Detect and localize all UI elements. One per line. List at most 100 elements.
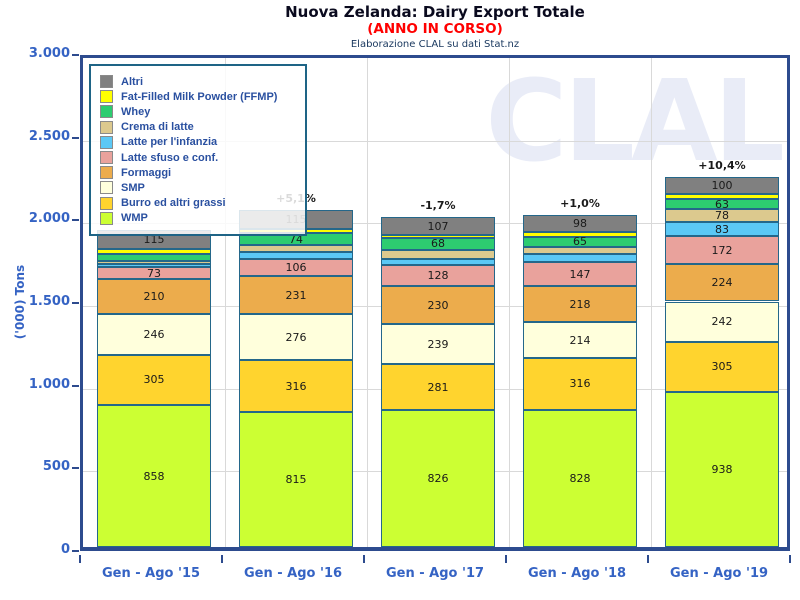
y-tick-label: 2.000 (28, 211, 70, 227)
segment-value-label: 276 (285, 330, 307, 344)
legend-label: Latte sfuso e conf. (121, 151, 219, 164)
bar-segment: 316 (239, 360, 353, 413)
x-tick-mark (79, 555, 81, 563)
legend-item: Crema di latte (100, 120, 296, 135)
legend-label: Altri (121, 75, 143, 88)
x-axis-label: Gen - Ago '18 (527, 566, 627, 581)
segment-value-label: 242 (711, 315, 733, 328)
legend-item: Fat-Filled Milk Powder (FFMP) (100, 89, 296, 104)
legend-item: Whey (100, 104, 296, 119)
pct-change-label: +1,0% (560, 197, 600, 211)
bar-segment: 828 (523, 410, 637, 547)
y-tick-mark (72, 136, 79, 139)
segment-value-label: 815 (285, 473, 307, 487)
bar-segment: 224 (665, 264, 779, 302)
bar-segment: 73 (97, 267, 211, 280)
bar-segment: 815 (239, 412, 353, 547)
bar-segment: 98 (523, 215, 637, 232)
bar-segment: 83 (665, 222, 779, 237)
y-tick-mark (72, 467, 79, 470)
legend-swatch (100, 120, 113, 134)
y-tick-mark (72, 302, 79, 304)
x-tick-mark (789, 555, 791, 563)
bar-segment (523, 253, 637, 263)
segment-value-label: 74 (289, 232, 303, 246)
bar-segment: 276 (239, 314, 353, 361)
legend-item: SMP (100, 180, 296, 195)
bar-segment (97, 253, 211, 261)
segment-value-label: 147 (569, 267, 591, 281)
category-separator (367, 58, 368, 547)
y-tick-mark (72, 54, 79, 56)
x-tick-mark (647, 555, 649, 563)
legend-label: Whey (121, 105, 151, 118)
bar-segment (523, 231, 637, 237)
legend-label: Formaggi (121, 166, 172, 179)
bar-segment (97, 264, 211, 268)
y-tick-label: 1.500 (28, 294, 70, 309)
segment-value-label: 246 (143, 327, 165, 341)
x-tick-mark (221, 555, 223, 563)
bar-segment: 172 (665, 236, 779, 265)
bar-segment: 68 (381, 237, 495, 251)
segment-value-label: 828 (569, 472, 591, 486)
bar-segment: 63 (665, 198, 779, 211)
bar-segment: 106 (239, 258, 353, 277)
legend-item: Altri (100, 74, 296, 89)
category-separator (651, 58, 652, 547)
bar-segment: 218 (523, 286, 637, 323)
bar-segment: 210 (97, 279, 211, 315)
legend-box: Altri Fat-Filled Milk Powder (FFMP) Whey Cr… (89, 64, 307, 236)
legend-swatch (100, 211, 113, 225)
segment-value-label: 230 (427, 298, 449, 312)
legend-label: Burro ed altri grassi (121, 197, 226, 210)
bar-segment: 305 (665, 341, 779, 392)
bar-segment: 281 (381, 363, 495, 411)
segment-value-label: 128 (427, 269, 449, 283)
chart-subtitle: (ANNO IN CORSO) (367, 21, 503, 37)
bar-segment (665, 194, 779, 199)
segment-value-label: 107 (427, 219, 449, 233)
segment-value-label: 316 (285, 379, 307, 393)
legend-item: Burro ed altri grassi (100, 196, 296, 211)
legend-item: WMP (100, 211, 296, 226)
legend-item: Formaggi (100, 165, 296, 180)
bar-segment: 938 (665, 391, 779, 547)
chart-title: Nuova Zelanda: Dairy Export Totale (285, 3, 585, 21)
segment-value-label: 106 (285, 260, 307, 274)
bar-segment: 128 (381, 265, 495, 287)
segment-value-label: 210 (143, 290, 165, 304)
y-tick-mark (72, 384, 79, 387)
segment-value-label: 68 (431, 237, 445, 251)
y-tick-label: 500 (42, 459, 70, 475)
bar-segment: 65 (523, 235, 637, 249)
pct-change-label: -1,7% (420, 199, 456, 213)
legend-swatch (100, 166, 113, 180)
bar-segment: 858 (97, 405, 211, 547)
x-tick-mark (505, 555, 507, 563)
segment-value-label: 281 (427, 380, 449, 394)
bar-segment (239, 252, 353, 259)
segment-value-label: 305 (711, 360, 733, 374)
legend-label: Fat-Filled Milk Powder (FFMP) (121, 90, 278, 103)
gridline (83, 140, 787, 142)
segment-value-label: 83 (715, 222, 729, 236)
legend-label: WMP (121, 212, 148, 225)
segment-value-label: 214 (569, 333, 591, 347)
segment-value-label: 65 (573, 235, 587, 249)
segment-value-label: 858 (143, 469, 165, 483)
legend-swatch (100, 105, 113, 119)
segment-value-label: 316 (569, 377, 591, 391)
segment-value-label: 218 (569, 297, 591, 311)
legend-label: Crema di latte (121, 121, 194, 134)
legend-label: SMP (121, 181, 145, 194)
bar-segment (381, 249, 495, 259)
legend-swatch (100, 75, 113, 89)
chart-header: Nuova Zelanda: Dairy Export Totale (ANNO… (70, 3, 800, 52)
segment-value-label: 172 (711, 243, 733, 257)
legend-label: Latte per l'infanzia (121, 136, 218, 149)
x-tick-mark (363, 555, 365, 563)
segment-value-label: 239 (427, 337, 449, 351)
segment-value-label: 98 (573, 216, 587, 230)
